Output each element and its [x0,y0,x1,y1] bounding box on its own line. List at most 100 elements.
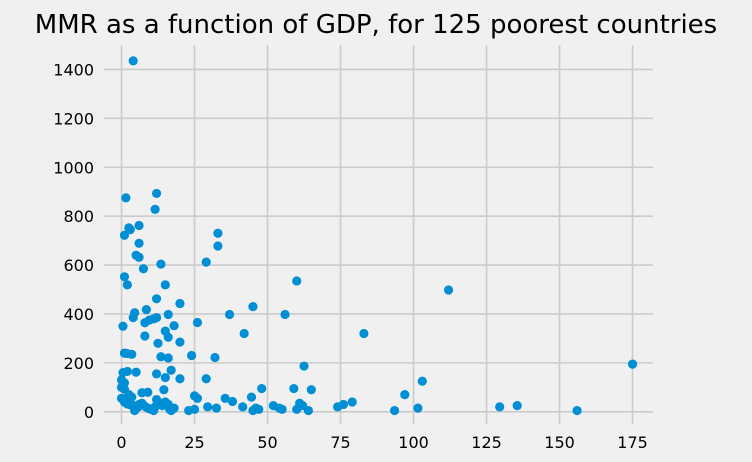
data-point [119,230,130,240]
data-point [280,309,290,320]
x-tick-label: 100 [398,433,429,452]
data-point [306,385,316,395]
data-point [143,387,153,397]
y-tick-label: 0 [84,403,94,422]
data-point [303,405,314,416]
data-point [192,393,203,403]
data-point [151,294,162,304]
data-point [299,361,309,371]
data-point [134,238,144,248]
y-tick-label: 200 [63,354,94,373]
x-tick-label: 75 [330,433,350,452]
data-point [130,308,140,318]
data-point [127,392,137,402]
data-point [119,272,130,282]
data-point [189,404,200,414]
y-tick-label: 400 [63,305,94,324]
data-point [160,372,170,383]
data-point [211,403,222,413]
data-point [413,403,423,413]
data-point [175,337,185,347]
data-point [141,304,151,315]
data-point [443,285,454,295]
y-tick-label: 800 [63,207,94,226]
data-point [140,331,150,341]
data-point [239,328,249,339]
data-point [203,402,213,412]
data-point [134,252,144,262]
data-point [201,257,211,267]
data-point [125,225,135,235]
data-point [220,393,230,403]
data-point [122,280,132,290]
data-point [169,403,179,413]
x-tick-label: 0 [116,433,126,452]
data-point [134,220,144,231]
data-point [359,328,369,339]
x-tick-label: 125 [471,433,502,452]
data-point [159,385,169,395]
data-point [213,228,223,238]
data-point [572,405,582,416]
data-point [151,188,162,199]
data-point [289,383,299,394]
data-point [192,317,203,328]
data-point [175,298,185,309]
data-point [122,366,132,377]
data-point [400,390,410,400]
data-point [175,374,185,384]
data-point [277,404,287,414]
data-point [153,338,163,348]
data-point [163,353,173,363]
data-point [118,321,128,331]
y-tick-label: 1000 [53,158,94,177]
data-point [238,402,248,412]
data-point [163,332,173,342]
data-point [138,264,149,274]
data-point [347,397,357,407]
data-point [140,318,150,328]
data-point [292,276,302,286]
data-point [495,402,505,412]
data-point [213,241,223,251]
data-point [149,314,159,324]
data-point [224,309,235,320]
data-point [210,352,220,363]
data-points [116,56,638,416]
data-point [512,401,522,411]
data-point [417,376,427,386]
y-tick-label: 1400 [53,60,94,79]
data-point [156,352,166,362]
chart-title: MMR as a function of GDP, for 125 poores… [35,10,717,40]
data-point [257,383,267,394]
data-point [248,302,258,312]
data-point [254,404,264,414]
data-point [166,365,176,375]
x-tick-label: 150 [544,433,575,452]
data-point [169,321,179,331]
data-point [163,309,173,320]
data-point [187,350,197,361]
x-tick-label: 175 [617,433,648,452]
x-tick-label: 25 [184,433,204,452]
data-point [338,399,349,410]
data-point [627,359,638,369]
data-point [246,392,257,402]
x-tick-label: 50 [257,433,277,452]
grid-lines [104,45,653,424]
data-point [389,405,400,416]
y-tick-label: 600 [63,256,94,275]
data-point [150,204,160,214]
data-point [156,259,166,269]
data-point [227,396,238,407]
data-point [121,193,131,203]
x-axis-ticks: 0 25 50 75 100 125 150 175 [116,433,647,452]
data-point [128,56,138,66]
data-point [131,367,141,377]
data-point [127,349,137,359]
data-point [201,374,211,384]
y-axis-ticks: 0 200 400 600 800 1000 1200 1400 [53,60,94,421]
data-point [151,369,162,379]
data-point [160,280,170,290]
